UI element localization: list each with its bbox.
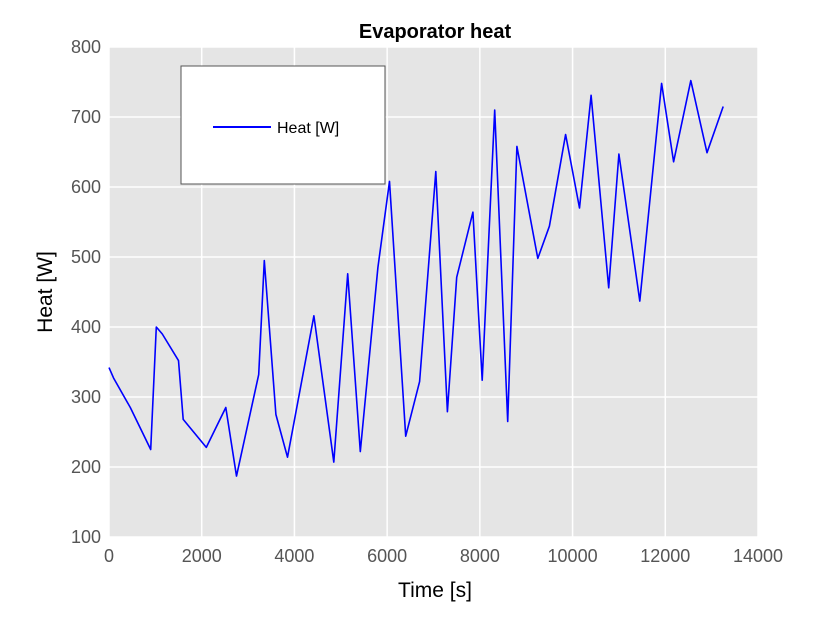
y-tick-label: 100 bbox=[71, 527, 101, 547]
x-tick-label: 6000 bbox=[367, 546, 407, 566]
y-tick-label: 400 bbox=[71, 317, 101, 337]
x-tick-label: 10000 bbox=[548, 546, 598, 566]
legend: Heat [W] bbox=[180, 65, 386, 185]
y-tick-label: 500 bbox=[71, 247, 101, 267]
tick-labels: 0 2000 4000 6000 8000 10000 12000 14000 100 200 30… bbox=[71, 37, 783, 566]
y-tick-label: 800 bbox=[71, 37, 101, 57]
legend-label-heat: Heat [W] bbox=[277, 120, 339, 137]
x-tick-label: 14000 bbox=[733, 546, 783, 566]
x-tick-label: 4000 bbox=[274, 546, 314, 566]
chart-title: Evaporator heat bbox=[359, 21, 512, 43]
x-tick-label: 2000 bbox=[182, 546, 222, 566]
y-tick-label: 700 bbox=[71, 107, 101, 127]
series-layer bbox=[108, 79, 724, 477]
y-tick-label: 200 bbox=[71, 457, 101, 477]
legend-box bbox=[180, 65, 386, 185]
x-tick-label: 8000 bbox=[460, 546, 500, 566]
x-axis-label: Time [s] bbox=[398, 579, 472, 602]
y-tick-label: 600 bbox=[71, 177, 101, 197]
x-tick-label: 12000 bbox=[640, 546, 690, 566]
x-tick-label: 0 bbox=[104, 546, 114, 566]
series-line-heat bbox=[108, 79, 724, 477]
y-axis-label: Heat [W] bbox=[34, 251, 57, 333]
y-tick-label: 300 bbox=[71, 387, 101, 407]
